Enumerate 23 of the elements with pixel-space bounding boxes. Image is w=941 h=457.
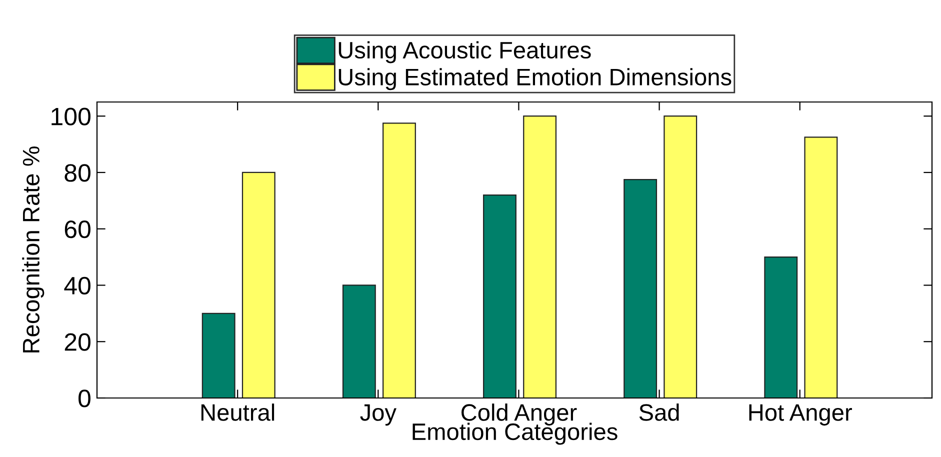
x-tick-label: Joy: [360, 404, 396, 426]
bar: [764, 256, 798, 398]
bar: [483, 194, 516, 398]
bar: [804, 136, 838, 398]
bar: [382, 122, 416, 398]
bar: [342, 284, 376, 398]
bar: [624, 178, 658, 398]
bar: [242, 172, 276, 398]
y-tick-label: 80: [64, 164, 90, 182]
y-axis-title: Recognition Rate %: [22, 146, 44, 352]
y-tick-label: 40: [64, 276, 90, 295]
y-tick-label: 20: [64, 333, 90, 351]
bar: [664, 116, 698, 398]
legend-label: Using Acoustic Features: [338, 41, 591, 64]
y-tick-label: 60: [64, 220, 90, 238]
x-tick-label: Neutral: [201, 404, 274, 421]
legend-label: Using Estimated Emotion Dimensions: [338, 68, 732, 90]
bar: [523, 116, 557, 398]
x-tick-label: Sad: [639, 404, 679, 421]
x-tick-label: Hot Anger: [749, 404, 852, 426]
y-tick-label: 100: [52, 108, 90, 126]
y-tick-label: 0: [78, 390, 90, 408]
bar: [202, 312, 236, 398]
